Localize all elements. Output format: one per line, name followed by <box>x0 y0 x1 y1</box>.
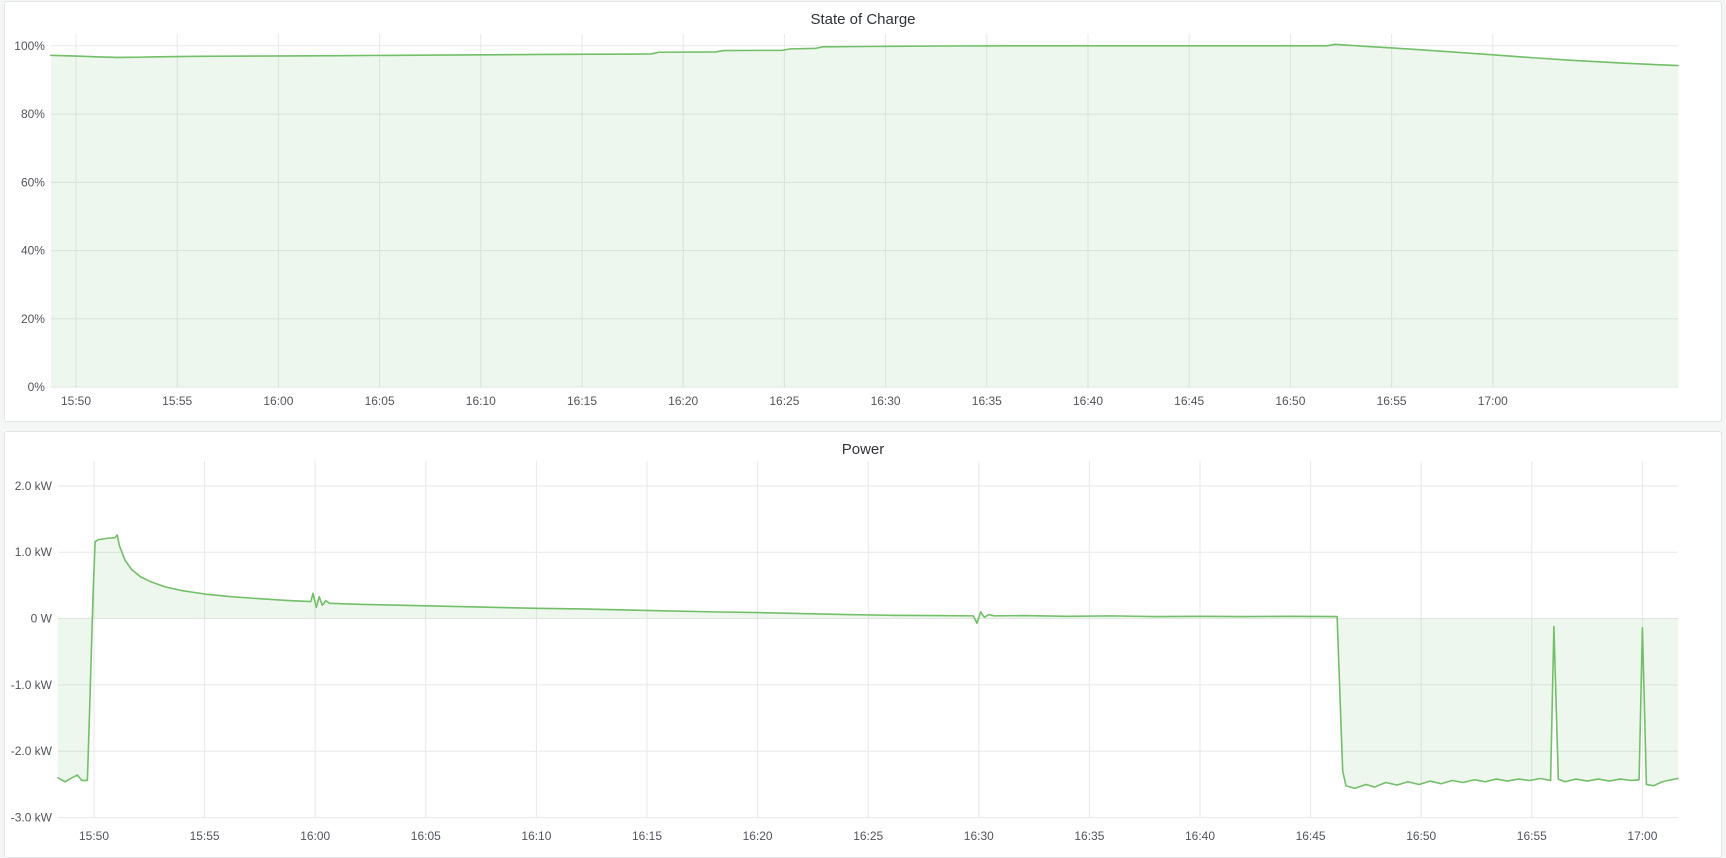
x-tick-label: 16:50 <box>1406 829 1436 843</box>
y-tick-label: 20% <box>21 312 45 326</box>
x-tick-label: 16:30 <box>871 394 901 408</box>
y-tick-label: 100% <box>14 39 45 53</box>
x-tick-label: 17:00 <box>1478 394 1508 408</box>
x-tick-label: 16:05 <box>365 394 395 408</box>
x-tick-label: 17:00 <box>1627 829 1657 843</box>
y-tick-label: 0% <box>28 380 46 394</box>
x-tick-label: 16:45 <box>1296 829 1326 843</box>
y-tick-label: -3.0 kW <box>11 811 53 825</box>
panel-title-power[interactable]: Power <box>841 441 885 458</box>
x-tick-label: 16:10 <box>521 829 551 843</box>
x-tick-label: 16:35 <box>972 394 1002 408</box>
x-tick-label: 16:45 <box>1174 394 1204 408</box>
panel-power[interactable]: Power 15:50 15:55 16:00 16:05 16:10 16:15 16:2… <box>4 431 1722 858</box>
panel-state-of-charge[interactable]: State of Charge 15:50 15:55 16:00 16:05 16:1… <box>4 1 1722 422</box>
x-tick-label: 16:05 <box>411 829 441 843</box>
x-tick-label: 16:40 <box>1073 394 1103 408</box>
x-tick-label: 16:30 <box>964 829 994 843</box>
y-tick-label: 0 W <box>31 612 53 626</box>
y-tick-label: 60% <box>21 175 45 189</box>
x-tick-label: 16:15 <box>632 829 662 843</box>
y-tick-label: 80% <box>21 107 45 121</box>
x-tick-label: 16:00 <box>263 394 293 408</box>
x-tick-label: 16:10 <box>466 394 496 408</box>
y-tick-label: 2.0 kW <box>15 479 53 493</box>
x-tick-label: 15:50 <box>79 829 109 843</box>
x-tick-label: 16:15 <box>567 394 597 408</box>
series-area-fill <box>57 534 1678 789</box>
panel-title-state-of-charge[interactable]: State of Charge <box>810 11 916 28</box>
y-tick-label: -2.0 kW <box>11 744 53 758</box>
x-tick-label: 16:25 <box>853 829 883 843</box>
x-tick-label: 15:50 <box>61 394 91 408</box>
series-line <box>57 534 1679 790</box>
x-tick-label: 16:25 <box>769 394 799 408</box>
x-tick-label: 16:40 <box>1185 829 1215 843</box>
x-tick-label: 16:55 <box>1377 394 1407 408</box>
y-tick-label: 1.0 kW <box>15 545 53 559</box>
x-tick-label: 15:55 <box>162 394 192 408</box>
x-tick-label: 16:00 <box>300 829 330 843</box>
y-tick-label: 40% <box>21 244 45 258</box>
y-tick-label: -1.0 kW <box>11 678 53 692</box>
x-tick-label: 16:35 <box>1074 829 1104 843</box>
state-of-charge-chart[interactable]: 15:50 15:55 16:00 16:05 16:10 16:15 16:20 16:25… <box>5 2 1721 421</box>
series-line <box>50 43 1679 67</box>
x-tick-label: 16:20 <box>668 394 698 408</box>
series-area-fill <box>50 44 1678 388</box>
x-tick-label: 15:55 <box>190 829 220 843</box>
x-tick-label: 16:50 <box>1275 394 1305 408</box>
power-chart[interactable]: 15:50 15:55 16:00 16:05 16:10 16:15 16:20 16:25… <box>5 432 1721 857</box>
x-tick-label: 16:55 <box>1517 829 1547 843</box>
x-tick-label: 16:20 <box>743 829 773 843</box>
